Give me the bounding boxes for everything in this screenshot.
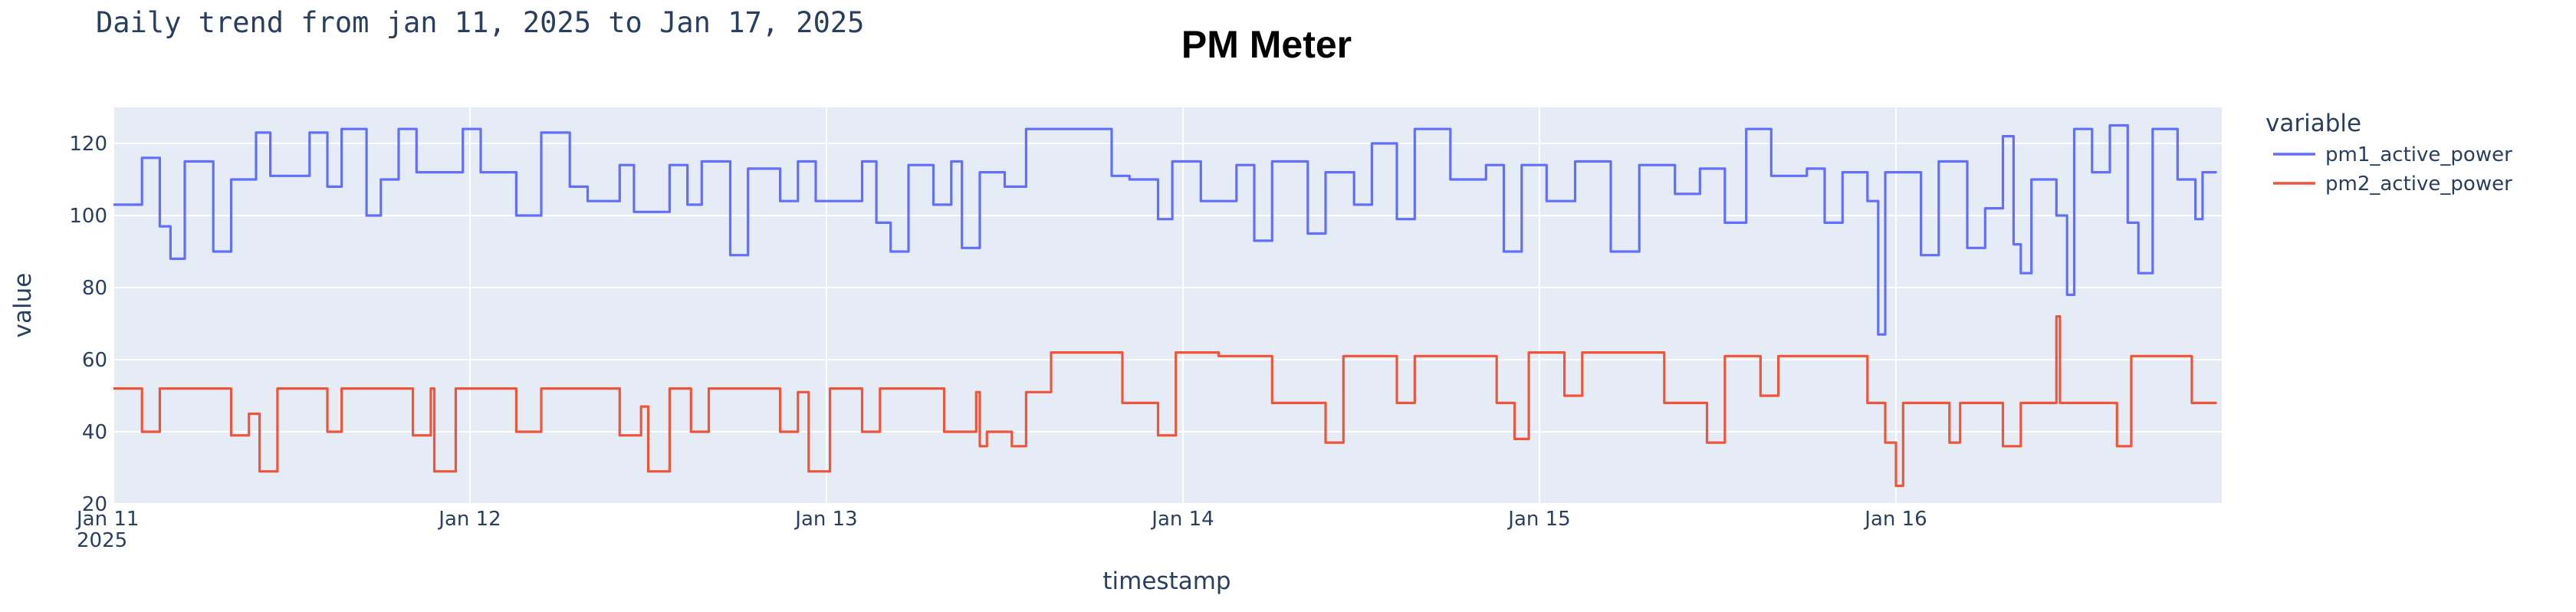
y-tick-label: 100 <box>69 205 107 228</box>
x-tick-label: Jan 11 <box>75 508 139 531</box>
legend-title: variable <box>2266 110 2361 137</box>
chart-title: PM Meter <box>1181 23 1352 66</box>
series-line-pm2_active_power <box>113 315 2217 488</box>
series-line-pm1_active_power <box>113 123 2217 336</box>
x-tick-label: Jan 16 <box>1863 508 1927 531</box>
x-tick-label: Jan 12 <box>437 508 501 531</box>
y-tick-label: 20 <box>82 493 107 516</box>
legend-label: pm2_active_power <box>2325 173 2512 196</box>
legend-item-pm1_active_power[interactable]: pm1_active_power <box>2273 143 2512 166</box>
series-layer <box>113 123 2217 488</box>
x-tick-label: Jan 14 <box>1150 508 1214 531</box>
plot-area <box>113 107 2222 504</box>
legend-label: pm1_active_power <box>2325 143 2512 166</box>
x-tick-label: Jan 13 <box>794 508 857 531</box>
legend-item-pm2_active_power[interactable]: pm2_active_power <box>2273 173 2512 196</box>
y-tick-label: 120 <box>69 133 107 156</box>
chart-subtitle: Daily trend from jan 11, 2025 to Jan 17,… <box>96 6 864 39</box>
x-tick-sublabel: 2025 <box>77 529 127 552</box>
legend[interactable]: variable pm1_active_power pm2_active_powe… <box>2266 110 2512 196</box>
y-tick-label: 60 <box>82 349 107 372</box>
x-tick-label: Jan 15 <box>1506 508 1570 531</box>
y-axis-ticks: 20 40 60 80 100 120 <box>69 133 107 516</box>
x-axis-label: timestamp <box>1102 568 1230 595</box>
y-tick-label: 40 <box>82 421 107 444</box>
y-tick-label: 80 <box>82 277 107 300</box>
y-axis-label: value <box>9 273 37 338</box>
